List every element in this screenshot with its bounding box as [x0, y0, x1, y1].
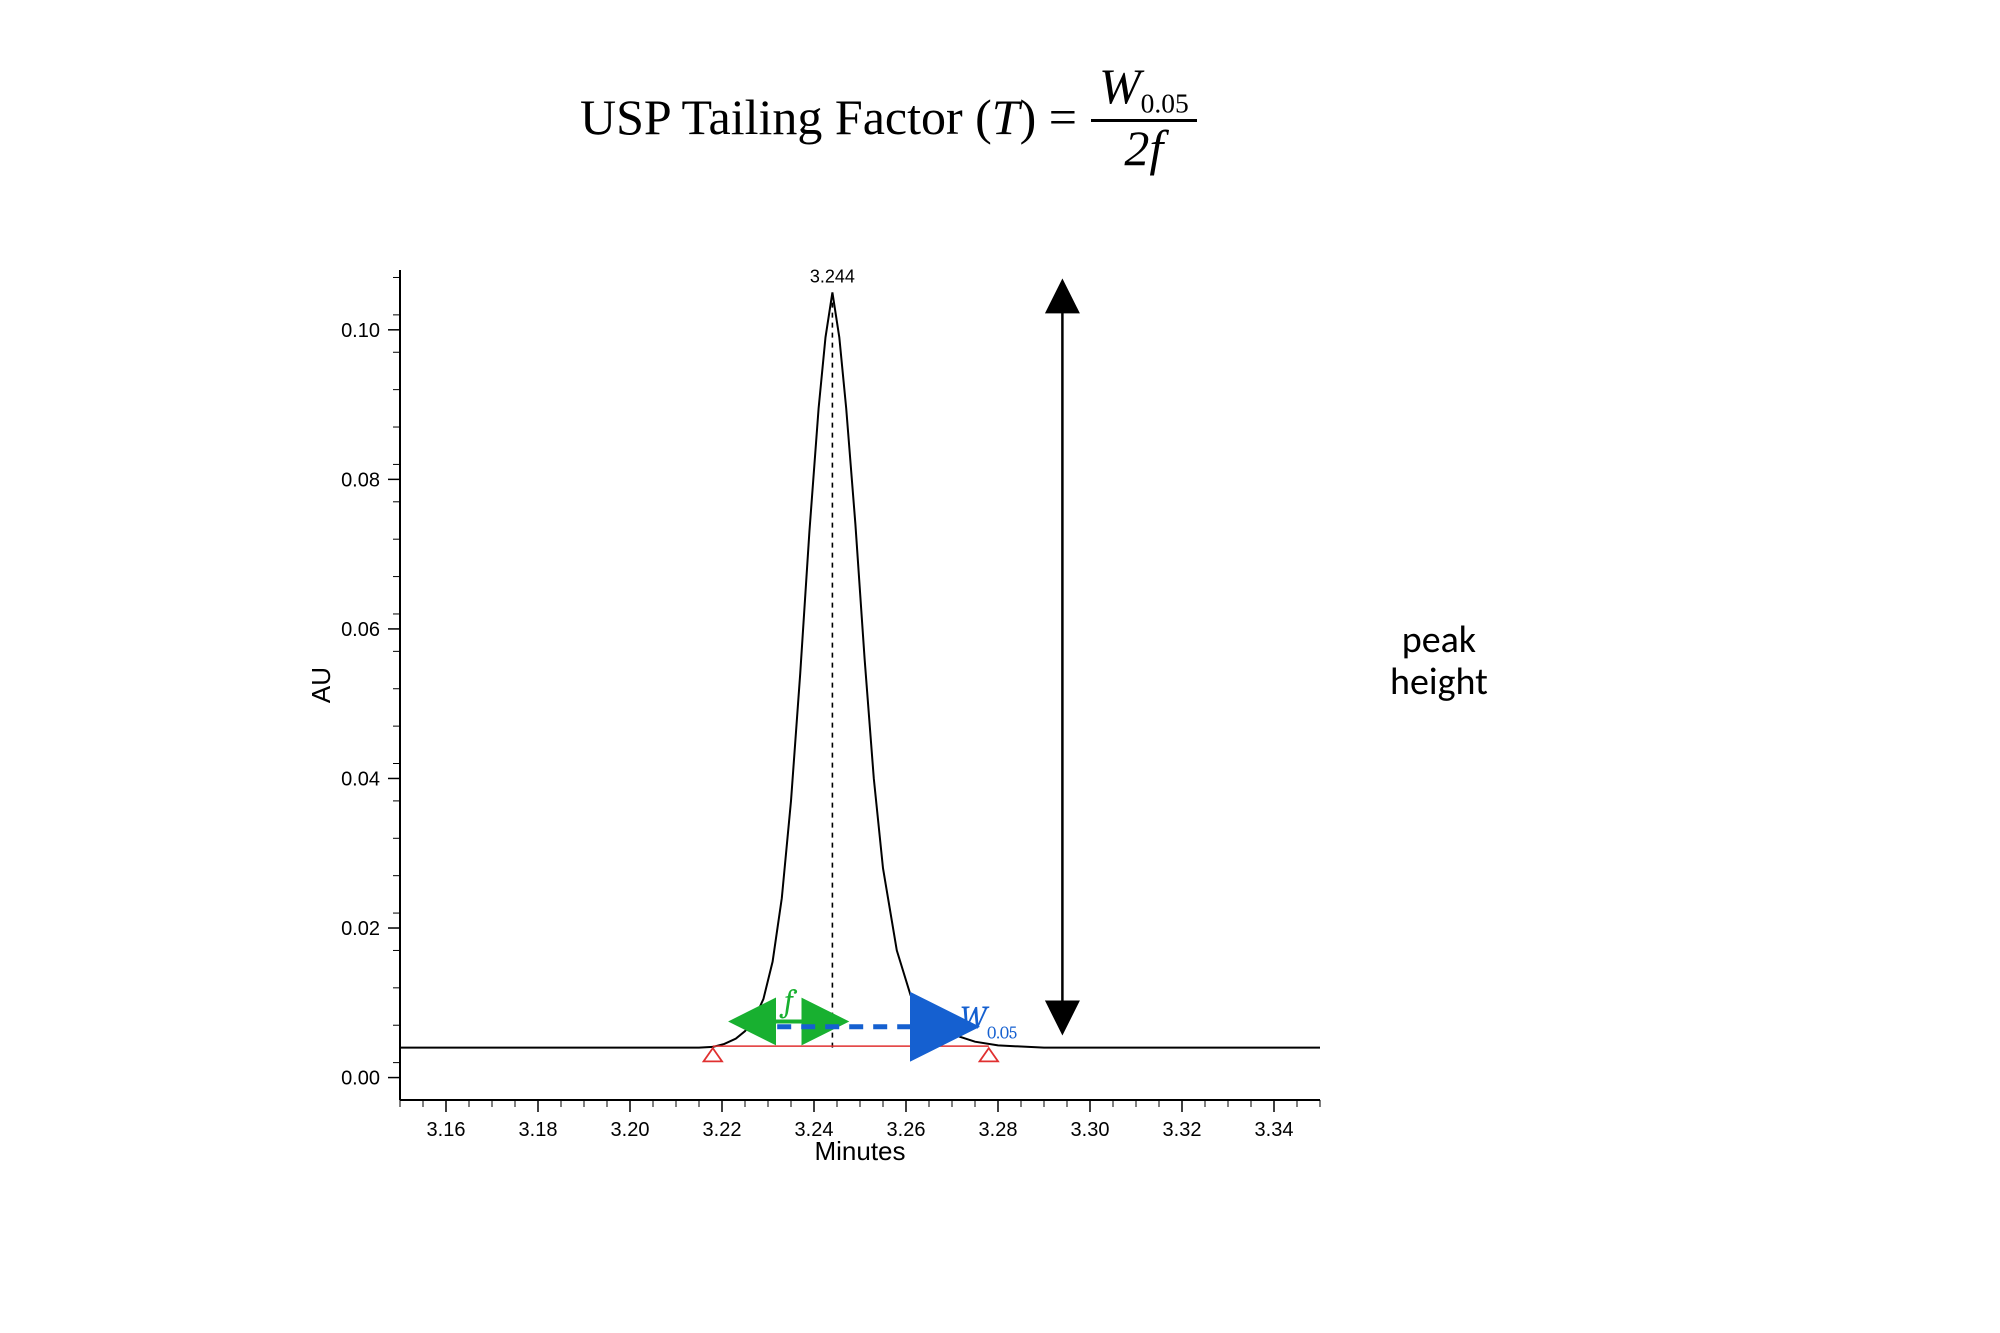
integration-marker-icon	[704, 1048, 722, 1061]
chromatogram-chart: 3.163.183.203.223.243.263.283.303.323.34…	[0, 0, 2000, 1333]
formula-den-2: 2	[1124, 120, 1149, 176]
x-tick-label: 3.20	[611, 1119, 650, 1141]
formula-num-sub: 0.05	[1141, 88, 1189, 119]
x-tick-label: 3.28	[979, 1119, 1018, 1141]
x-tick-label: 3.34	[1255, 1119, 1294, 1141]
w005-label: W0.05	[960, 1000, 1017, 1044]
x-tick-label: 3.32	[1163, 1119, 1202, 1141]
peak-apex-label: 3.244	[810, 266, 855, 286]
x-tick-label: 3.30	[1071, 1119, 1110, 1141]
y-tick-label: 0.04	[341, 768, 380, 790]
x-axis-label: Minutes	[814, 1136, 905, 1166]
y-tick-label: 0.02	[341, 918, 380, 940]
y-axis-label: AU	[306, 667, 336, 703]
x-tick-label: 3.16	[427, 1119, 466, 1141]
formula-prefix: USP Tailing Factor (	[580, 89, 992, 145]
formula-fraction: W0.05 2f	[1091, 60, 1197, 174]
integration-marker-icon	[980, 1048, 998, 1061]
formula-var-T: T	[992, 89, 1020, 145]
y-tick-label: 0.08	[341, 469, 380, 491]
x-tick-label: 3.22	[703, 1119, 742, 1141]
x-tick-label: 3.18	[519, 1119, 558, 1141]
f-label: f	[779, 982, 797, 1019]
formula-num-W: W	[1099, 58, 1141, 114]
formula-den-f: f	[1149, 120, 1163, 176]
y-tick-label: 0.00	[341, 1068, 380, 1090]
y-tick-label: 0.06	[341, 619, 380, 641]
formula-middle: ) =	[1020, 89, 1077, 145]
peak-curve	[400, 292, 1320, 1047]
y-tick-label: 0.10	[341, 320, 380, 342]
peak-height-label: peakheight	[1390, 620, 1488, 704]
formula-title: USP Tailing Factor (T) = W0.05 2f	[580, 60, 1197, 174]
